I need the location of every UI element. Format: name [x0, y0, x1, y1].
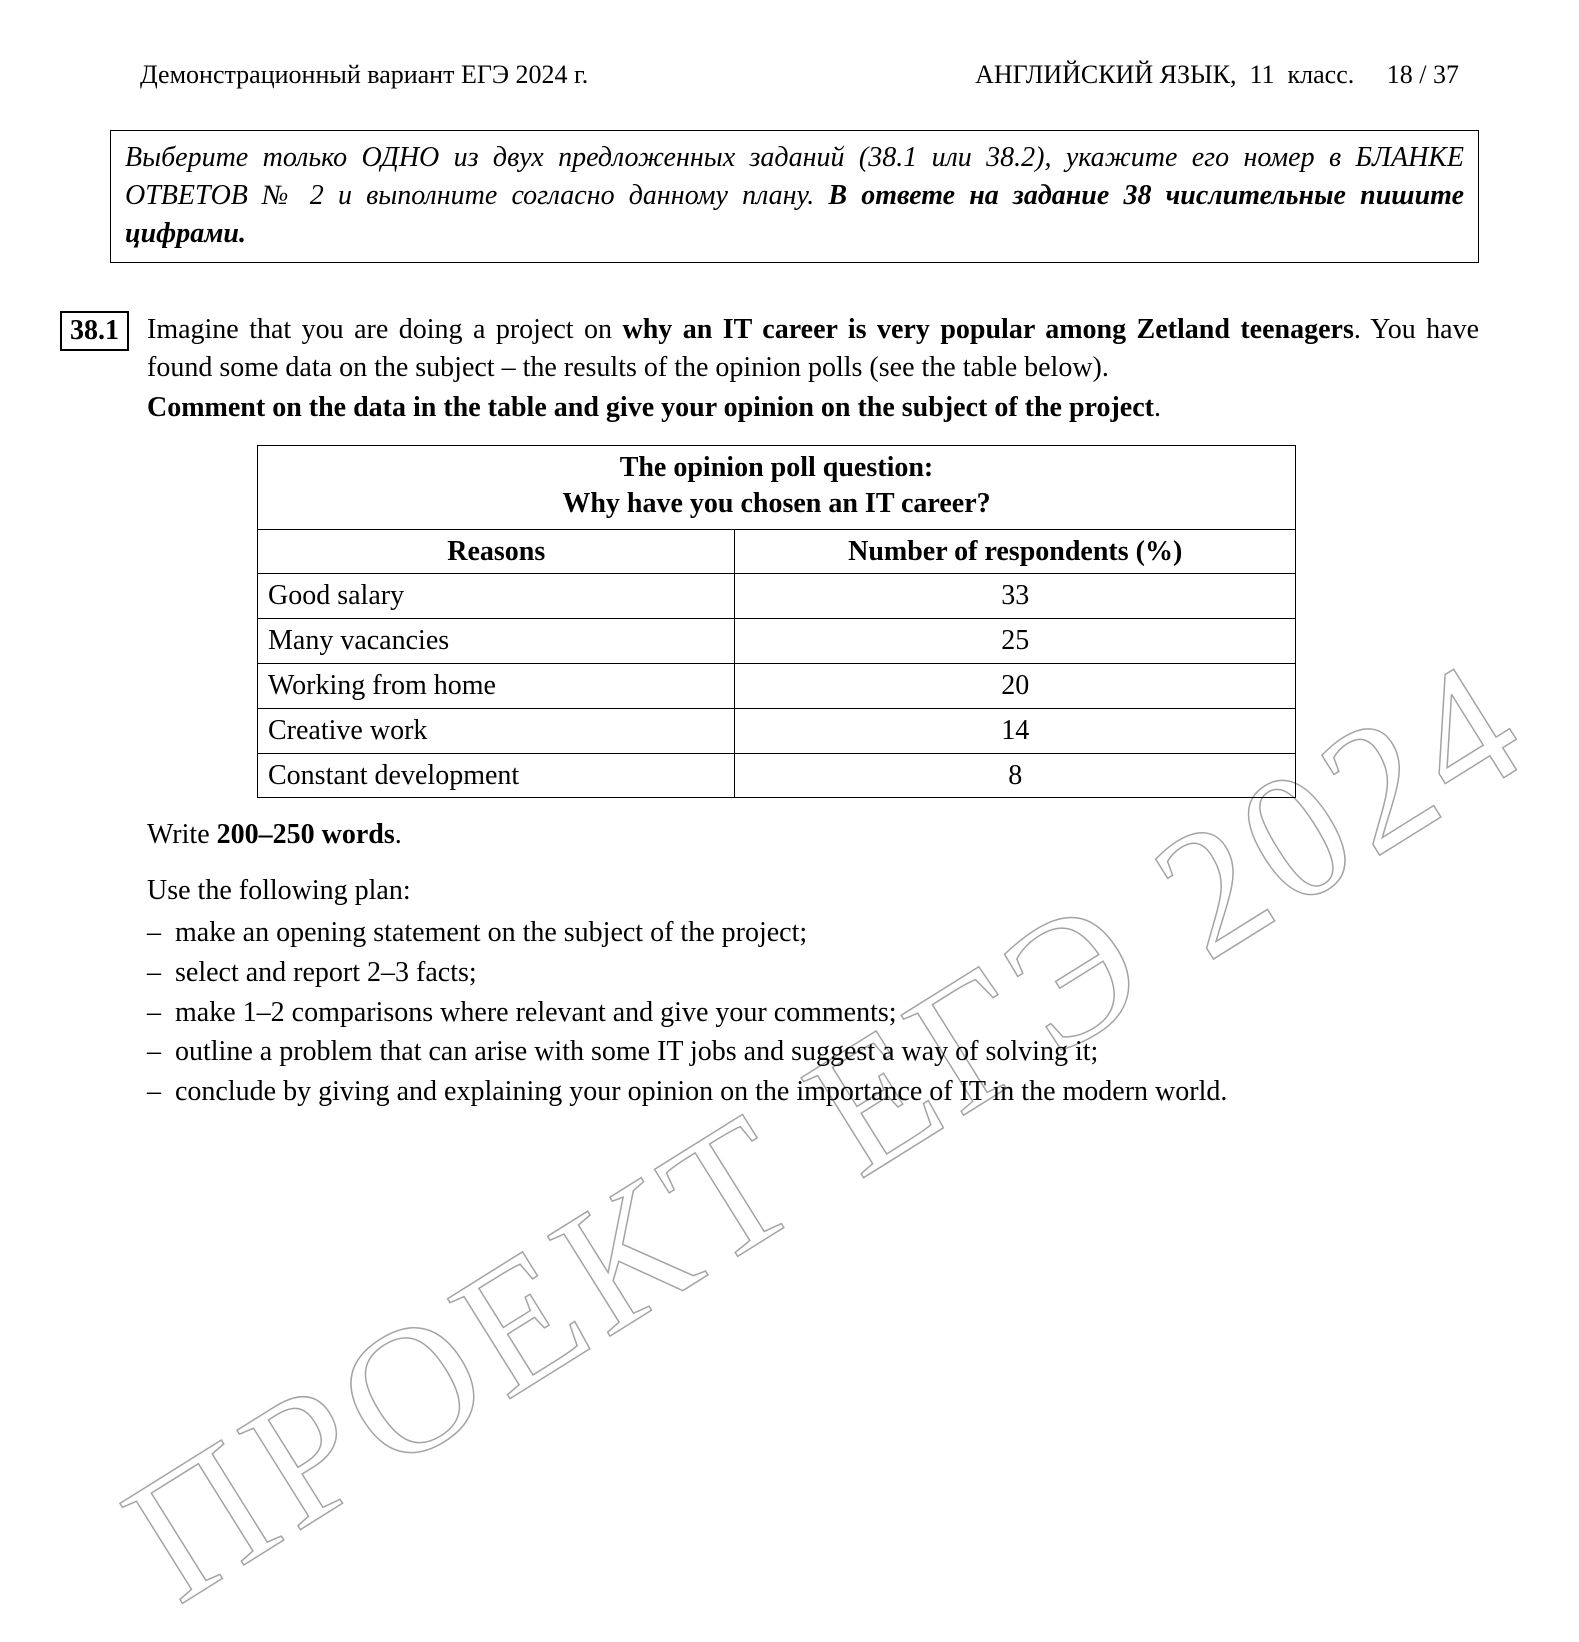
poll-title: The opinion poll question: Why have you … — [258, 445, 1296, 529]
list-item: –make an opening statement on the subjec… — [147, 914, 1479, 952]
plan-list: –make an opening statement on the subjec… — [147, 914, 1479, 1111]
col-header-respondents: Number of respondents (%) — [735, 529, 1296, 574]
table-row: Constant development 8 — [258, 753, 1296, 798]
table-row: Good salary 33 — [258, 574, 1296, 619]
value-cell: 20 — [735, 663, 1296, 708]
list-item: –conclude by giving and explaining your … — [147, 1073, 1479, 1111]
page-header: Демонстрационный вариант ЕГЭ 2024 г. АНГ… — [60, 60, 1479, 90]
task-number-badge: 38.1 — [60, 311, 129, 351]
word-count: Write 200–250 words. — [147, 816, 1479, 854]
task-body: Imagine that you are doing a project on … — [147, 311, 1479, 1113]
reason-cell: Good salary — [258, 574, 735, 619]
table-row: Many vacancies 25 — [258, 619, 1296, 664]
reason-cell: Creative work — [258, 708, 735, 753]
table-row: Working from home 20 — [258, 663, 1296, 708]
header-right: АНГЛИЙСКИЙ ЯЗЫК, 11 класс. 18 / 37 — [975, 60, 1459, 90]
header-left: Демонстрационный вариант ЕГЭ 2024 г. — [140, 60, 588, 90]
task-intro: Imagine that you are doing a project on … — [147, 311, 1479, 387]
col-header-reasons: Reasons — [258, 529, 735, 574]
reason-cell: Many vacancies — [258, 619, 735, 664]
task-comment: Comment on the data in the table and giv… — [147, 389, 1479, 427]
list-item: –make 1–2 comparisons where relevant and… — [147, 994, 1479, 1032]
value-cell: 33 — [735, 574, 1296, 619]
poll-table: The opinion poll question: Why have you … — [257, 445, 1296, 799]
instruction-box: Выберите только ОДНО из двух предложенны… — [110, 130, 1479, 263]
value-cell: 8 — [735, 753, 1296, 798]
value-cell: 25 — [735, 619, 1296, 664]
value-cell: 14 — [735, 708, 1296, 753]
table-row: Creative work 14 — [258, 708, 1296, 753]
list-item: –select and report 2–3 facts; — [147, 954, 1479, 992]
reason-cell: Working from home — [258, 663, 735, 708]
plan-intro: Use the following plan: — [147, 872, 1479, 910]
poll-table-wrap: The opinion poll question: Why have you … — [257, 445, 1296, 799]
reason-cell: Constant development — [258, 753, 735, 798]
list-item: –outline a problem that can arise with s… — [147, 1033, 1479, 1071]
